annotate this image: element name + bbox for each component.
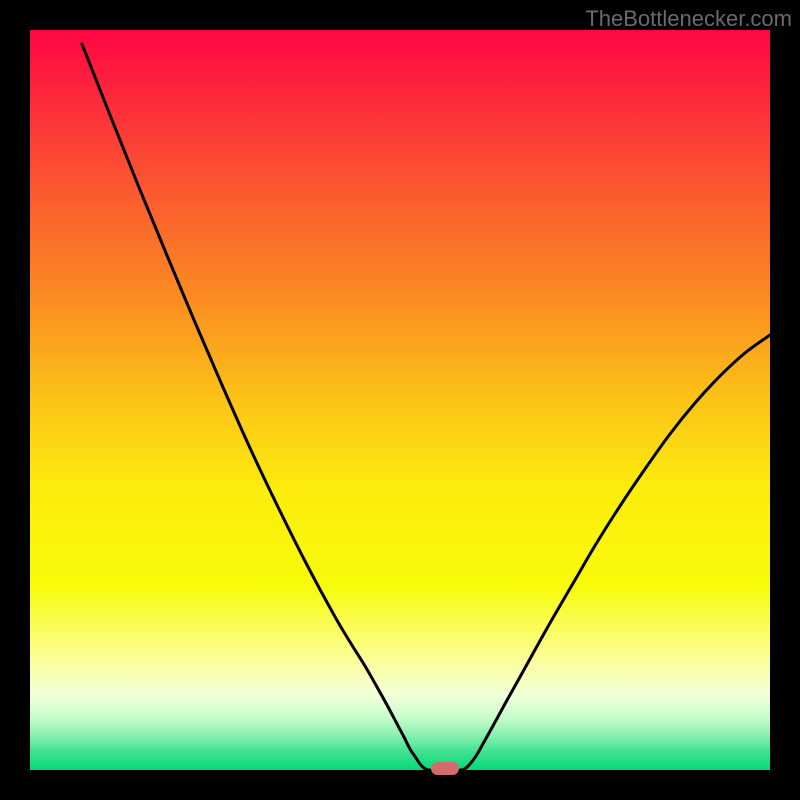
- optimal-point-marker: [431, 762, 459, 775]
- bottleneck-curve: [0, 0, 800, 800]
- watermark-text: TheBottlenecker.com: [585, 6, 792, 32]
- chart-container: TheBottlenecker.com: [0, 0, 800, 800]
